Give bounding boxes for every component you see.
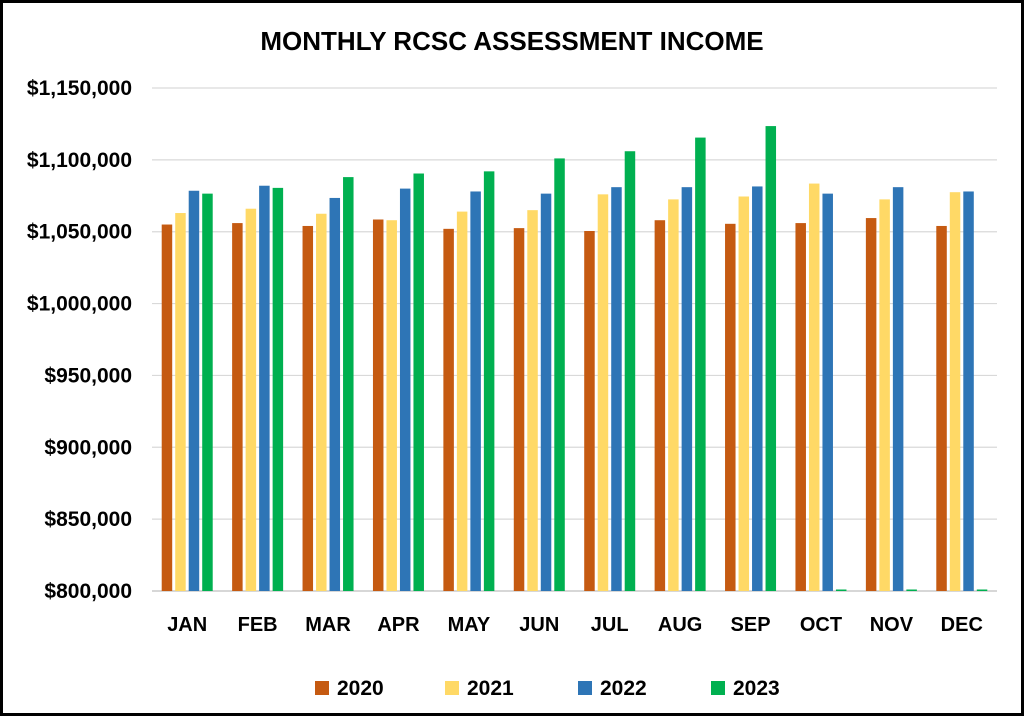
bar-2020-jan xyxy=(161,224,173,591)
bar-2020-mar xyxy=(302,225,314,592)
bar-2023-feb xyxy=(272,187,284,592)
bar-2022-mar xyxy=(329,197,341,592)
bar-2021-sep xyxy=(738,196,750,592)
bar-2021-apr xyxy=(386,220,397,591)
legend-swatch-2023 xyxy=(711,681,725,695)
bar-2021-jan xyxy=(175,213,186,591)
bar-2023-jun xyxy=(554,158,565,592)
bar-2020-sep xyxy=(725,223,736,591)
legend-label-2021: 2021 xyxy=(467,677,514,700)
legend-label-2020: 2020 xyxy=(337,677,384,700)
bar-2022-may xyxy=(470,191,481,591)
y-tick-label: $900,000 xyxy=(44,436,132,459)
bar-2023-sep xyxy=(765,126,777,591)
bar-2021-jun xyxy=(527,210,538,591)
bar-2023-oct xyxy=(835,589,847,591)
y-tick-label: $1,150,000 xyxy=(27,77,132,100)
legend-swatch-2021 xyxy=(445,681,459,695)
legend-label-2022: 2022 xyxy=(600,677,647,700)
bar-2023-aug xyxy=(695,137,706,591)
chart-title: MONTHLY RCSC ASSESSMENT INCOME xyxy=(260,26,763,56)
legend-swatch-2020 xyxy=(315,681,329,695)
bar-2020-feb xyxy=(232,223,243,591)
bar-2021-dec xyxy=(949,192,961,591)
y-tick-label: $850,000 xyxy=(44,508,132,531)
bar-2022-sep xyxy=(752,186,763,592)
legend: 2020 2021 2022 2023 xyxy=(315,677,780,700)
bar-2022-dec xyxy=(963,191,974,591)
bar-2021-jul xyxy=(597,194,609,591)
x-tick-label: MAY xyxy=(448,614,491,636)
bar-2022-nov xyxy=(892,187,904,592)
x-tick-label: SEP xyxy=(731,614,771,636)
bar-2021-mar xyxy=(316,213,327,591)
y-axis: $800,000 $850,000 $900,000 $950,000 $1,000,0… xyxy=(27,77,132,603)
x-tick-label: DEC xyxy=(941,614,983,636)
bar-2022-jul xyxy=(611,187,622,592)
bar-2021-feb xyxy=(245,208,257,591)
legend-swatch-2022 xyxy=(578,681,592,695)
bar-2020-apr xyxy=(372,219,384,591)
bar-2022-jun xyxy=(540,193,552,591)
x-axis: JAN FEB MAR APR MAY JUN JUL AUG SEP OCT NOV DEC xyxy=(167,614,983,636)
grid-lines xyxy=(152,87,997,592)
bar-2022-aug xyxy=(681,187,693,592)
x-tick-label: FEB xyxy=(238,614,278,636)
x-tick-label: NOV xyxy=(870,614,914,636)
bar-2020-aug xyxy=(654,220,666,591)
bar-2022-jan xyxy=(188,190,200,591)
bar-2021-aug xyxy=(668,199,679,591)
x-tick-label: AUG xyxy=(658,614,702,636)
bar-2020-nov xyxy=(865,218,877,591)
bar-2021-may xyxy=(456,211,468,591)
x-tick-label: APR xyxy=(377,614,420,636)
bar-2023-dec xyxy=(976,589,988,591)
y-tick-label: $800,000 xyxy=(44,580,132,603)
bar-2020-jun xyxy=(513,228,525,591)
bar-2023-jan xyxy=(202,193,213,591)
bar-2023-may xyxy=(483,171,495,591)
bar-2020-oct xyxy=(795,223,806,591)
bar-2023-apr xyxy=(413,173,424,591)
bar-2022-oct xyxy=(822,193,833,591)
bar-2022-feb xyxy=(259,185,270,591)
bar-2022-apr xyxy=(399,188,411,591)
y-tick-label: $1,100,000 xyxy=(27,149,132,172)
y-tick-label: $950,000 xyxy=(44,364,132,387)
bar-2020-dec xyxy=(936,225,947,592)
bar-2021-nov xyxy=(879,199,890,591)
bar-2023-nov xyxy=(906,589,917,591)
x-tick-label: JUN xyxy=(519,614,559,636)
y-tick-label: $1,000,000 xyxy=(27,293,132,316)
x-tick-label: JAN xyxy=(167,614,207,636)
legend-label-2023: 2023 xyxy=(733,677,780,700)
bar-2020-may xyxy=(443,228,454,591)
bar-2023-jul xyxy=(624,151,636,591)
y-tick-label: $1,050,000 xyxy=(27,221,132,244)
x-tick-label: JUL xyxy=(591,614,629,636)
bars xyxy=(161,126,988,592)
x-tick-label: MAR xyxy=(305,614,351,636)
bar-2021-oct xyxy=(808,183,820,591)
x-tick-label: OCT xyxy=(800,614,842,636)
bar-2020-jul xyxy=(584,230,595,591)
bar-2023-mar xyxy=(343,177,354,592)
